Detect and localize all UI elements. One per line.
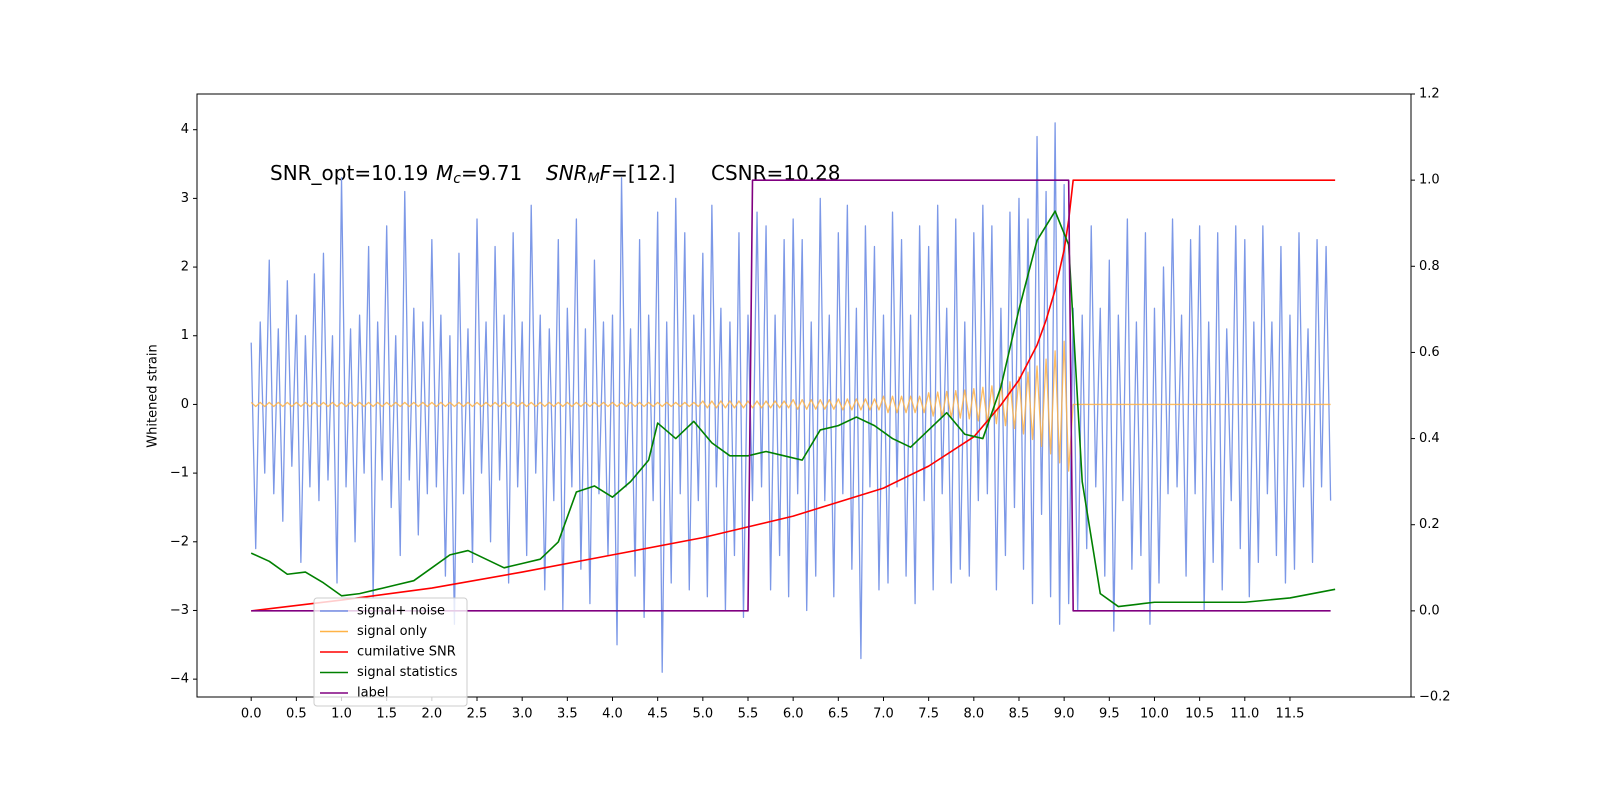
x-tick-label: 5.5 <box>738 707 759 722</box>
legend-label: signal only <box>357 624 427 639</box>
series-line <box>250 340 1331 472</box>
y-tick-label: 4 <box>181 122 189 137</box>
x-tick-label: 2.5 <box>467 707 488 722</box>
x-tick-label: 8.5 <box>1009 707 1030 722</box>
y-tick-label: −3 <box>170 603 189 618</box>
y2-tick-label: 1.2 <box>1419 87 1440 102</box>
x-tick-label: 4.0 <box>602 707 623 722</box>
annotation-part: SNR_opt=10.19 <box>270 161 428 185</box>
y2-tick-label: 0.8 <box>1419 259 1440 274</box>
series-line <box>251 179 1331 612</box>
axes-frame <box>196 93 1412 698</box>
x-tick-label: 9.0 <box>1054 707 1075 722</box>
x-tick-label: 5.0 <box>692 707 713 722</box>
annotation: SNRMF=[12.] <box>546 161 675 188</box>
x-tick-label: 4.5 <box>647 707 668 722</box>
y-tick-label: −2 <box>170 534 189 549</box>
annotation-part: =9.71 <box>461 161 522 185</box>
y2-tick-label: 0.2 <box>1419 517 1440 532</box>
legend-label: signal+ noise <box>357 604 445 619</box>
series-line <box>250 210 1336 608</box>
x-tick-label: 10.5 <box>1185 707 1214 722</box>
y-axis-label: Whitened strain <box>146 344 161 447</box>
x-tick-label: 11.0 <box>1230 707 1259 722</box>
x-tick-label: 1.5 <box>376 707 397 722</box>
x-tick-label: 7.0 <box>873 707 894 722</box>
x-tick-label: 6.5 <box>828 707 849 722</box>
legend-label: signal statistics <box>357 665 458 680</box>
x-tick-label: 2.0 <box>422 707 443 722</box>
x-tick-label: 10.0 <box>1140 707 1169 722</box>
x-tick-label: 3.0 <box>512 707 533 722</box>
series-line <box>250 122 1332 673</box>
x-tick-label: 0.5 <box>286 707 307 722</box>
annotation: Mc=9.71 <box>436 161 522 188</box>
annotation-part: M <box>588 171 600 187</box>
x-tick-label: 1.0 <box>331 707 352 722</box>
annotation: SNR_opt=10.19 <box>270 161 428 185</box>
x-tick-label: 7.5 <box>918 707 939 722</box>
x-tick-label: 6.0 <box>783 707 804 722</box>
x-tick-label: 3.5 <box>557 707 578 722</box>
annotation-part: c <box>453 171 461 187</box>
x-tick-label: 11.5 <box>1275 707 1304 722</box>
y-tick-label: −4 <box>170 672 189 687</box>
y2-tick-label: 0.0 <box>1419 603 1440 618</box>
legend-label: cumilative SNR <box>357 645 456 660</box>
annotation-part: =[12.] <box>611 161 675 185</box>
annotation-part: SNR <box>546 161 588 185</box>
x-tick-label: 0.0 <box>241 707 262 722</box>
y-tick-label: −1 <box>170 466 189 481</box>
legend-box <box>313 597 468 707</box>
legend-label: label <box>357 686 388 701</box>
y-tick-label: 0 <box>181 397 189 412</box>
y2-tick-label: 0.4 <box>1419 431 1440 446</box>
x-tick-label: 9.5 <box>1099 707 1120 722</box>
y-tick-label: 1 <box>181 328 189 343</box>
y-tick-label: 3 <box>181 191 189 206</box>
y2-tick-label: 0.6 <box>1419 345 1440 360</box>
series-line <box>251 179 1336 612</box>
y2-tick-label: 1.0 <box>1419 173 1440 188</box>
y-tick-label: 2 <box>181 260 189 275</box>
legend: signal+ noise signal only cumilative SNR si… <box>313 597 468 707</box>
x-tick-label: 8.0 <box>963 707 984 722</box>
y2-tick-label: −0.2 <box>1419 690 1451 705</box>
annotation-part: F <box>600 161 612 185</box>
annotation-part: M <box>436 161 453 185</box>
